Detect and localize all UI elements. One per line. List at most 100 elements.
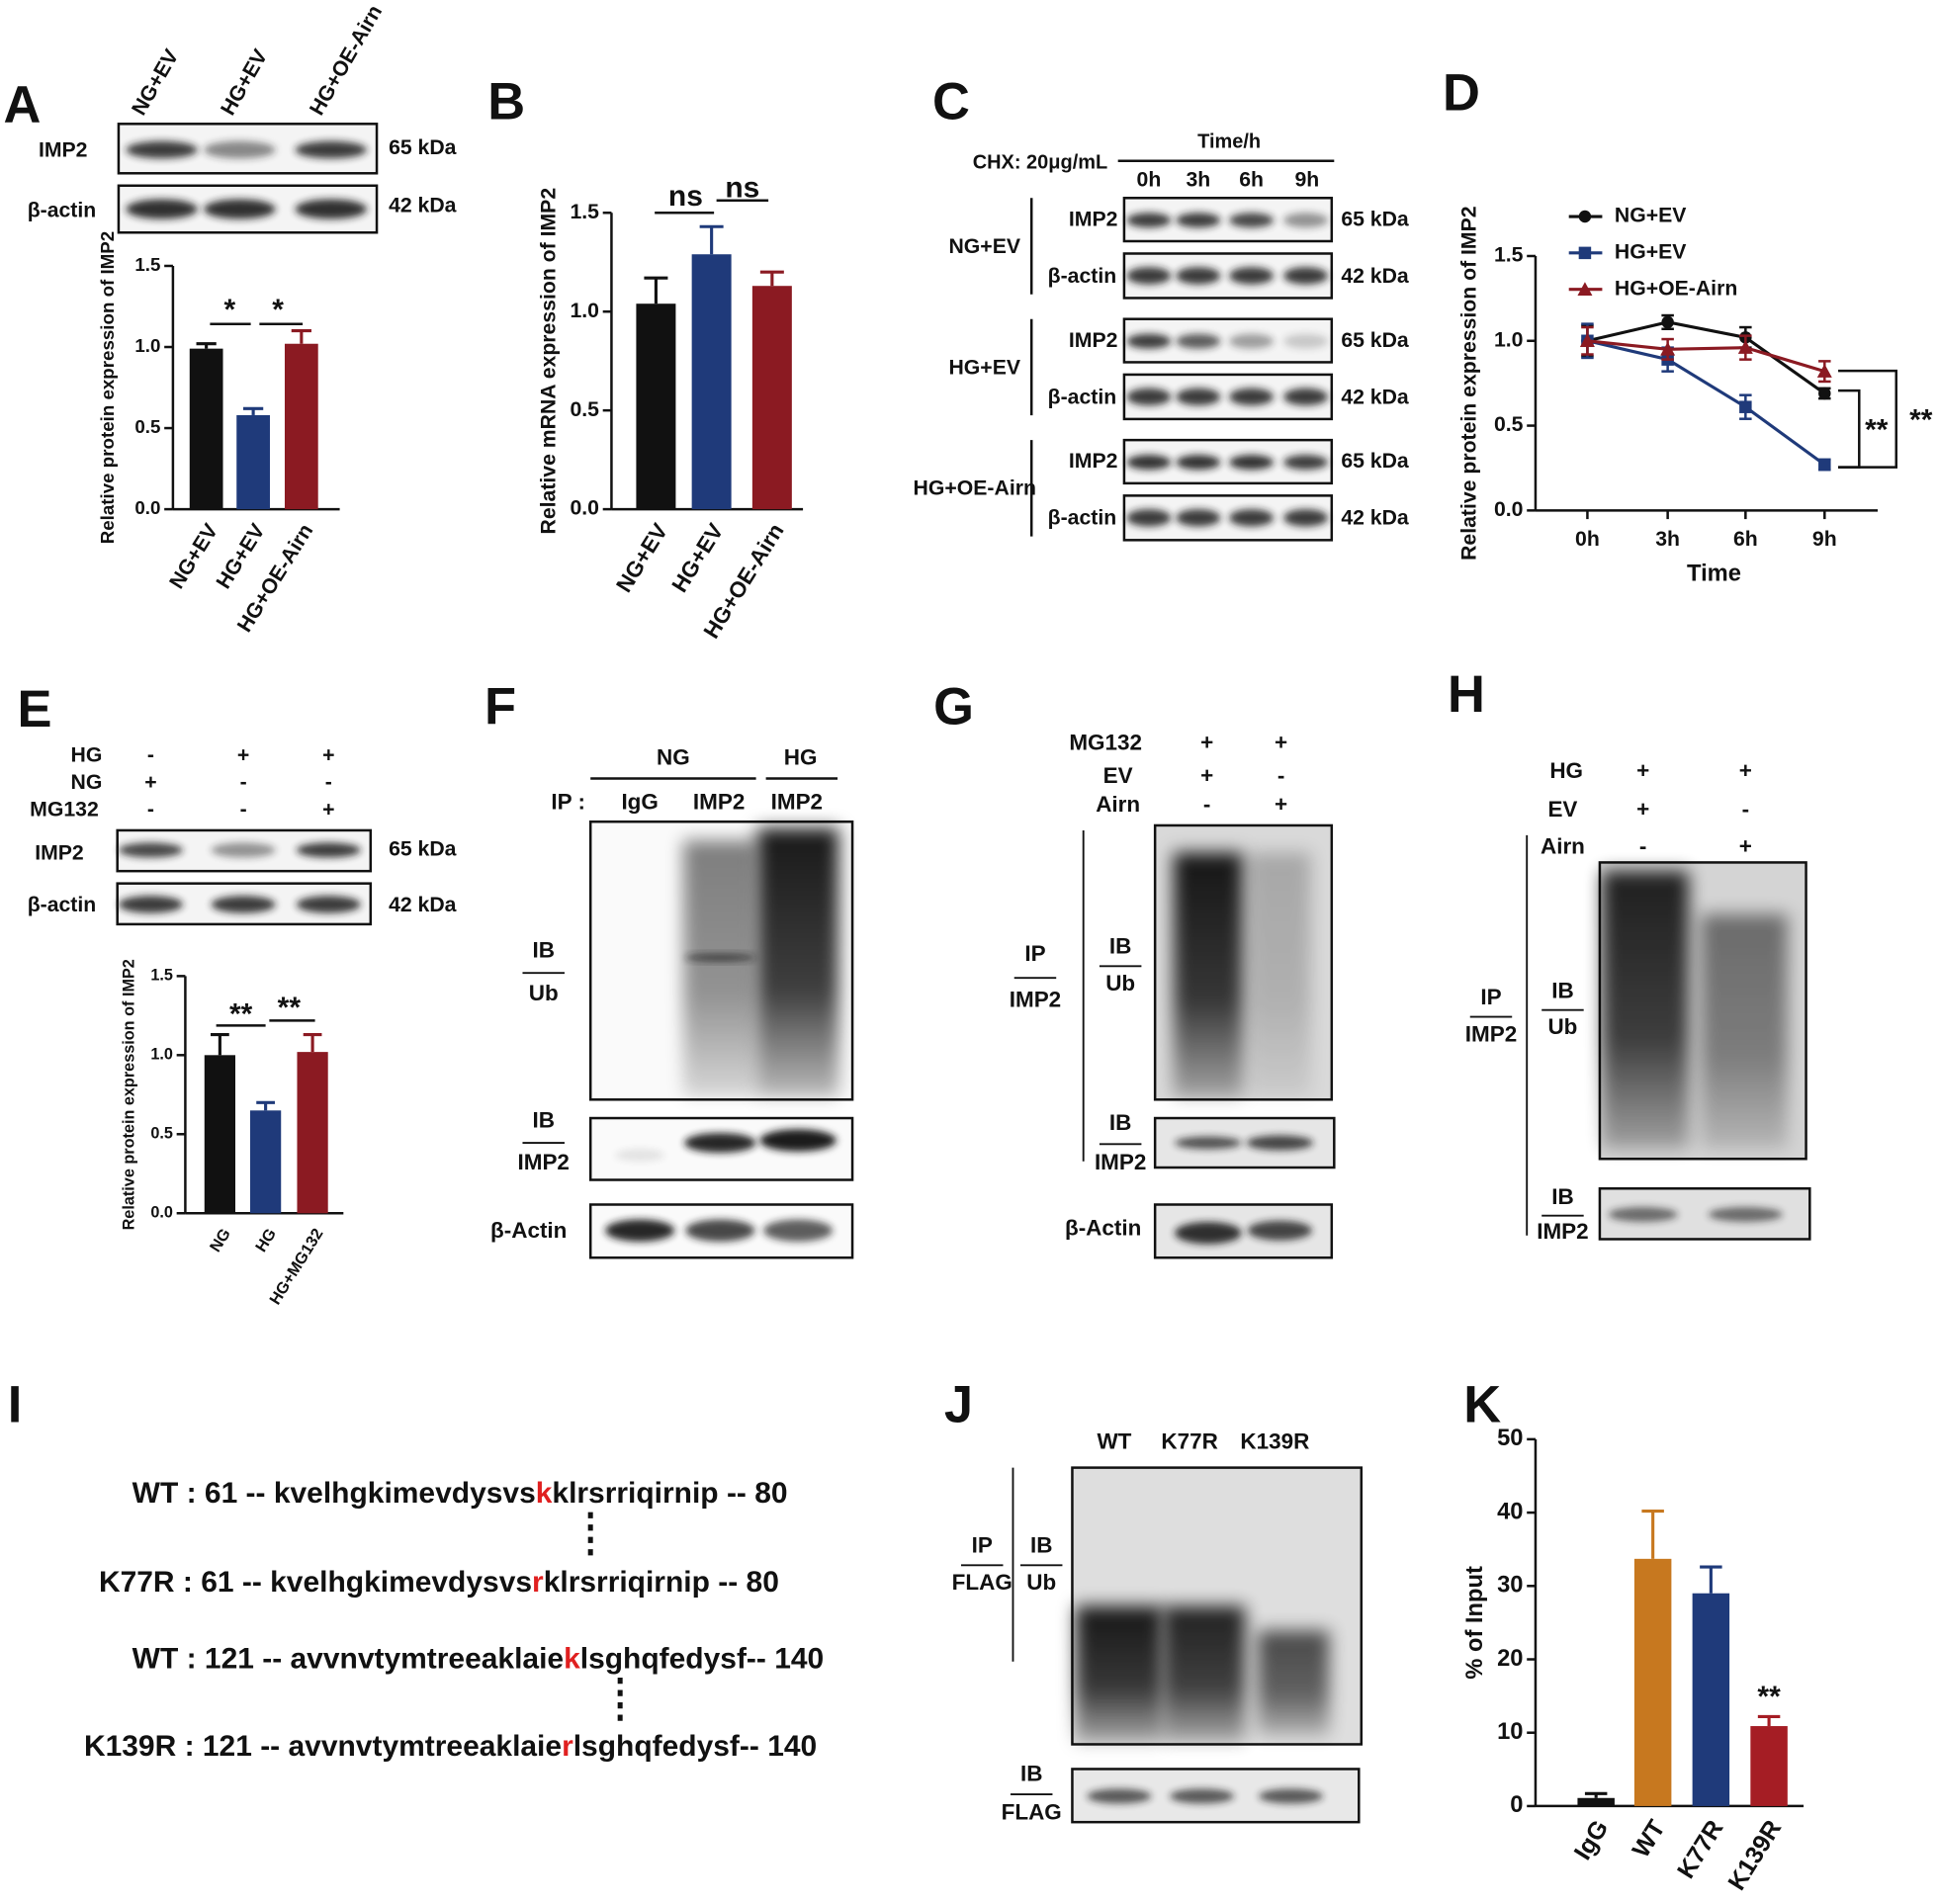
marker [1660, 341, 1676, 356]
label: IB [532, 937, 554, 962]
y-tick-label: 1.0 [150, 1046, 173, 1064]
bar [1750, 1726, 1788, 1806]
lane-label: 6h [1239, 168, 1264, 191]
blot-smear [1602, 871, 1689, 1150]
blot-band [1126, 509, 1172, 527]
blot-band [126, 140, 198, 159]
label: HG [784, 744, 818, 769]
sign: + [1275, 792, 1287, 817]
label: Ub [529, 981, 559, 1005]
row-label: IMP2 [35, 841, 84, 864]
lane-label: IMP2 [693, 789, 745, 814]
blot-band [1229, 267, 1275, 285]
sign: + [144, 771, 156, 794]
panel-letter: B [487, 73, 525, 130]
blot-band [759, 1129, 836, 1152]
panel-letter: I [8, 1376, 23, 1433]
bar [636, 303, 676, 510]
sign: - [1203, 792, 1210, 817]
x-tick-label: 3h [1655, 528, 1680, 551]
lane-label: NG+EV [128, 45, 183, 119]
y-tick-label: 1.0 [134, 335, 160, 356]
sign: + [1200, 730, 1213, 754]
significance: ** [1757, 1681, 1781, 1713]
y-axis-title: Relative protein expression of IMP2 [97, 231, 118, 545]
label: IB [532, 1108, 554, 1133]
bar [297, 1052, 328, 1214]
y-tick-label: 0.5 [1494, 413, 1524, 436]
blot-band [1283, 213, 1329, 228]
label: Ub [1026, 1570, 1056, 1595]
sequence-prefix: WT : 61 -- kvelhgkimevdysvs [132, 1477, 536, 1510]
y-tick-label: 0.5 [570, 398, 599, 421]
sign: + [322, 799, 334, 822]
size-label: 42 kDa [1341, 507, 1409, 530]
condition-label: MG132 [1069, 730, 1142, 754]
sequence-suffix: klrsrriqirnip -- 80 [544, 1566, 779, 1599]
sign: + [1275, 730, 1287, 754]
blot-band [1126, 333, 1172, 349]
blot-smear [1076, 1605, 1163, 1742]
blot-band [684, 953, 756, 962]
blot-band [1176, 455, 1221, 471]
sign: + [237, 744, 249, 767]
size-label: 65 kDa [1341, 450, 1409, 473]
label: IMP2 [1095, 1150, 1146, 1174]
group-label: NG+EV [948, 235, 1020, 258]
y-tick-label: 10 [1497, 1719, 1523, 1745]
sequence-prefix: K139R : 121 -- avvnvtymtreeaklaie [84, 1730, 562, 1763]
blot-band [1175, 1221, 1242, 1245]
label: IB [1030, 1533, 1052, 1558]
y-tick-label: 30 [1497, 1573, 1523, 1599]
lane-label: 3h [1186, 168, 1210, 191]
legend-marker [1578, 210, 1592, 223]
sequence-line: WT : 61 -- kvelhgkimevdysvskklrsrriqirni… [132, 1477, 788, 1510]
x-tick-label: 9h [1812, 528, 1837, 551]
label: IP [972, 1533, 993, 1558]
sign: - [240, 799, 247, 822]
row-label: β-actin [1048, 507, 1117, 530]
panel-letter: D [1443, 65, 1480, 123]
blot-band [763, 1219, 834, 1242]
lane-label: HG+EV [217, 45, 272, 119]
blot-band [118, 842, 183, 858]
label: β-Actin [490, 1218, 567, 1243]
sign: + [1739, 758, 1752, 783]
marker [1818, 387, 1831, 400]
blot-band [1175, 1136, 1242, 1150]
row-label: IMP2 [1069, 329, 1118, 352]
sign: - [147, 744, 154, 767]
bar [249, 1110, 282, 1214]
panel-letter: J [944, 1376, 973, 1433]
sequence-line: K77R : 61 -- kvelhgkimevdysvsrklrsrriqir… [99, 1566, 779, 1599]
marker [1816, 364, 1832, 378]
blot-band [211, 896, 276, 913]
lane-label: WT [1097, 1429, 1131, 1454]
blot-band [1229, 455, 1275, 471]
marker [1818, 458, 1831, 472]
bar [1577, 1797, 1615, 1806]
size-label: 42 kDa [389, 195, 457, 217]
blot-band [1283, 333, 1329, 349]
blot-smear [682, 839, 757, 1097]
significance-bracket [1838, 389, 1861, 469]
x-axis-title: Time [1687, 562, 1741, 587]
size-label: 42 kDa [389, 894, 457, 916]
y-tick-label: 20 [1497, 1646, 1523, 1672]
blot-band [1283, 388, 1329, 406]
label: IB [1109, 1110, 1131, 1135]
y-tick-label: 0.5 [150, 1125, 173, 1143]
lane-label: IgG [621, 789, 658, 814]
label: FLAG [1002, 1799, 1062, 1824]
label: IB [1109, 934, 1131, 959]
blot-smear [1163, 1605, 1246, 1742]
sign: + [1739, 833, 1752, 858]
treatment: CHX: 20μg/mL [973, 152, 1108, 174]
marker [1737, 340, 1753, 354]
blot-band [605, 1219, 675, 1242]
condition-label: NG [71, 771, 103, 794]
series-line [1587, 320, 1826, 395]
sign: - [1639, 833, 1646, 858]
legend-marker [1577, 282, 1593, 296]
